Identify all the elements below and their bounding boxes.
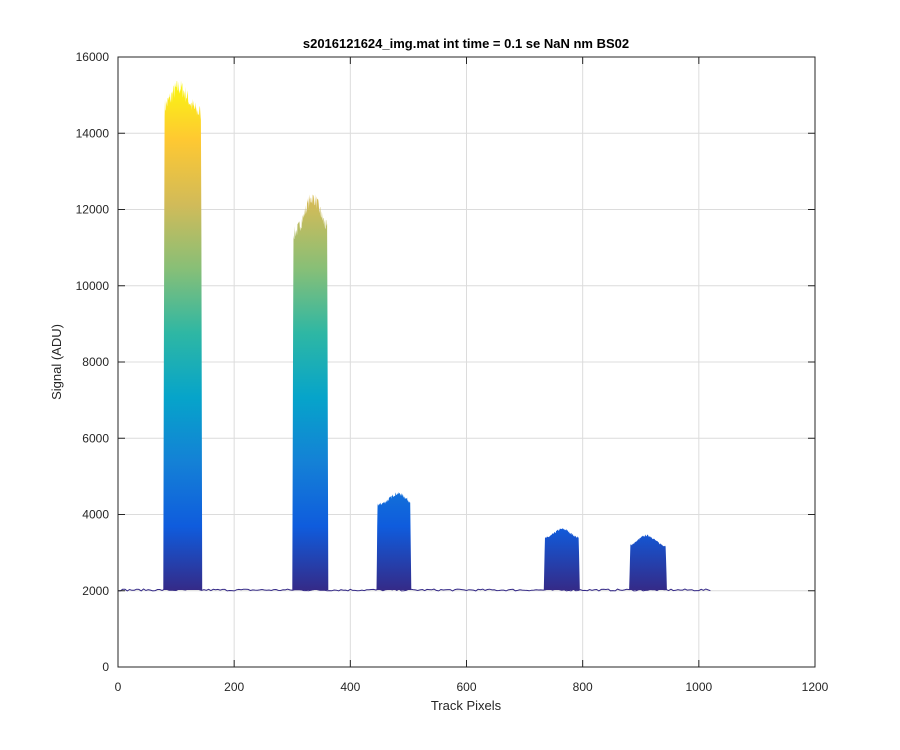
x-tick-label: 1000 <box>685 680 712 694</box>
x-axis-label: Track Pixels <box>431 698 502 713</box>
y-axis: 0 2000 4000 6000 8000 10000 12000 14000 16000 <box>76 50 815 674</box>
y-tick-label: 16000 <box>76 50 110 64</box>
y-axis-label: Signal (ADU) <box>49 324 64 400</box>
x-axis: 0 200 400 600 800 1000 1200 <box>115 57 829 694</box>
grid <box>118 57 815 667</box>
x-tick-label: 1200 <box>802 680 829 694</box>
series-area <box>163 80 667 590</box>
peak-area-5 <box>629 534 667 590</box>
y-tick-label: 2000 <box>82 584 109 598</box>
chart-title: s2016121624_img.mat int time = 0.1 se Na… <box>303 36 629 51</box>
peak-area-4 <box>543 528 580 590</box>
y-tick-label: 6000 <box>82 431 109 445</box>
peak-area-1 <box>163 80 203 590</box>
y-tick-label: 4000 <box>82 508 109 522</box>
baseline-line <box>117 588 711 592</box>
x-tick-label: 0 <box>115 680 122 694</box>
y-tick-label: 12000 <box>76 203 110 217</box>
y-tick-label: 8000 <box>82 355 109 369</box>
y-tick-label: 0 <box>102 660 109 674</box>
y-tick-label: 10000 <box>76 279 110 293</box>
x-tick-label: 600 <box>456 680 476 694</box>
baseline-series <box>117 588 711 592</box>
peak-area-3 <box>376 491 412 590</box>
y-tick-label: 14000 <box>76 126 110 140</box>
x-tick-label: 200 <box>224 680 244 694</box>
peak-area-2 <box>292 194 329 590</box>
x-tick-label: 400 <box>340 680 360 694</box>
x-tick-label: 800 <box>573 680 593 694</box>
